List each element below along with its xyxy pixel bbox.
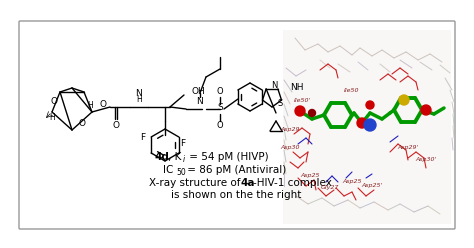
- Text: Asp30': Asp30': [415, 157, 437, 162]
- Circle shape: [295, 106, 305, 116]
- Text: H: H: [49, 114, 55, 123]
- Text: H: H: [136, 94, 142, 103]
- Text: Asp25': Asp25': [361, 184, 383, 188]
- Text: S: S: [277, 98, 283, 107]
- Text: O: O: [112, 121, 119, 129]
- Text: N: N: [136, 89, 142, 97]
- Text: N: N: [271, 81, 277, 90]
- Text: O: O: [51, 97, 57, 106]
- Text: O: O: [217, 88, 223, 96]
- Text: , K: , K: [168, 152, 182, 162]
- Text: OH: OH: [192, 87, 206, 95]
- Circle shape: [421, 105, 431, 115]
- Text: Asp30: Asp30: [280, 146, 300, 151]
- Text: 50: 50: [176, 168, 186, 177]
- Circle shape: [399, 95, 409, 105]
- Text: O: O: [100, 100, 107, 109]
- Text: Asp29: Asp29: [280, 127, 300, 132]
- Text: IC: IC: [163, 165, 173, 175]
- Text: is shown on the the right: is shown on the the right: [171, 190, 301, 200]
- Text: F: F: [180, 138, 185, 148]
- Circle shape: [357, 118, 367, 128]
- Text: -HIV-1 complex: -HIV-1 complex: [253, 178, 332, 188]
- Text: Asp25: Asp25: [300, 173, 320, 178]
- Text: = 86 pM (Antiviral): = 86 pM (Antiviral): [184, 165, 286, 175]
- Text: O: O: [217, 122, 223, 130]
- Text: Ile50': Ile50': [293, 97, 310, 102]
- Text: Asp29': Asp29': [397, 146, 419, 151]
- Text: NH: NH: [290, 83, 303, 92]
- Text: 4a: 4a: [241, 178, 255, 188]
- Text: X-ray structure of: X-ray structure of: [149, 178, 244, 188]
- Text: O: O: [79, 120, 85, 128]
- Circle shape: [364, 119, 376, 131]
- Text: i: i: [183, 155, 185, 164]
- Text: N: N: [197, 96, 203, 105]
- Text: Gly27: Gly27: [321, 186, 339, 190]
- Circle shape: [309, 110, 316, 117]
- Circle shape: [366, 101, 374, 109]
- Text: = 54 pM (HIVP): = 54 pM (HIVP): [186, 152, 269, 162]
- Text: Asp25: Asp25: [342, 180, 362, 185]
- Bar: [283, 30, 451, 224]
- Text: S: S: [217, 103, 223, 113]
- Text: 4d: 4d: [155, 152, 170, 162]
- Text: F: F: [141, 132, 146, 142]
- Text: H: H: [87, 100, 93, 110]
- FancyBboxPatch shape: [19, 21, 455, 229]
- Text: Ile50: Ile50: [344, 88, 360, 93]
